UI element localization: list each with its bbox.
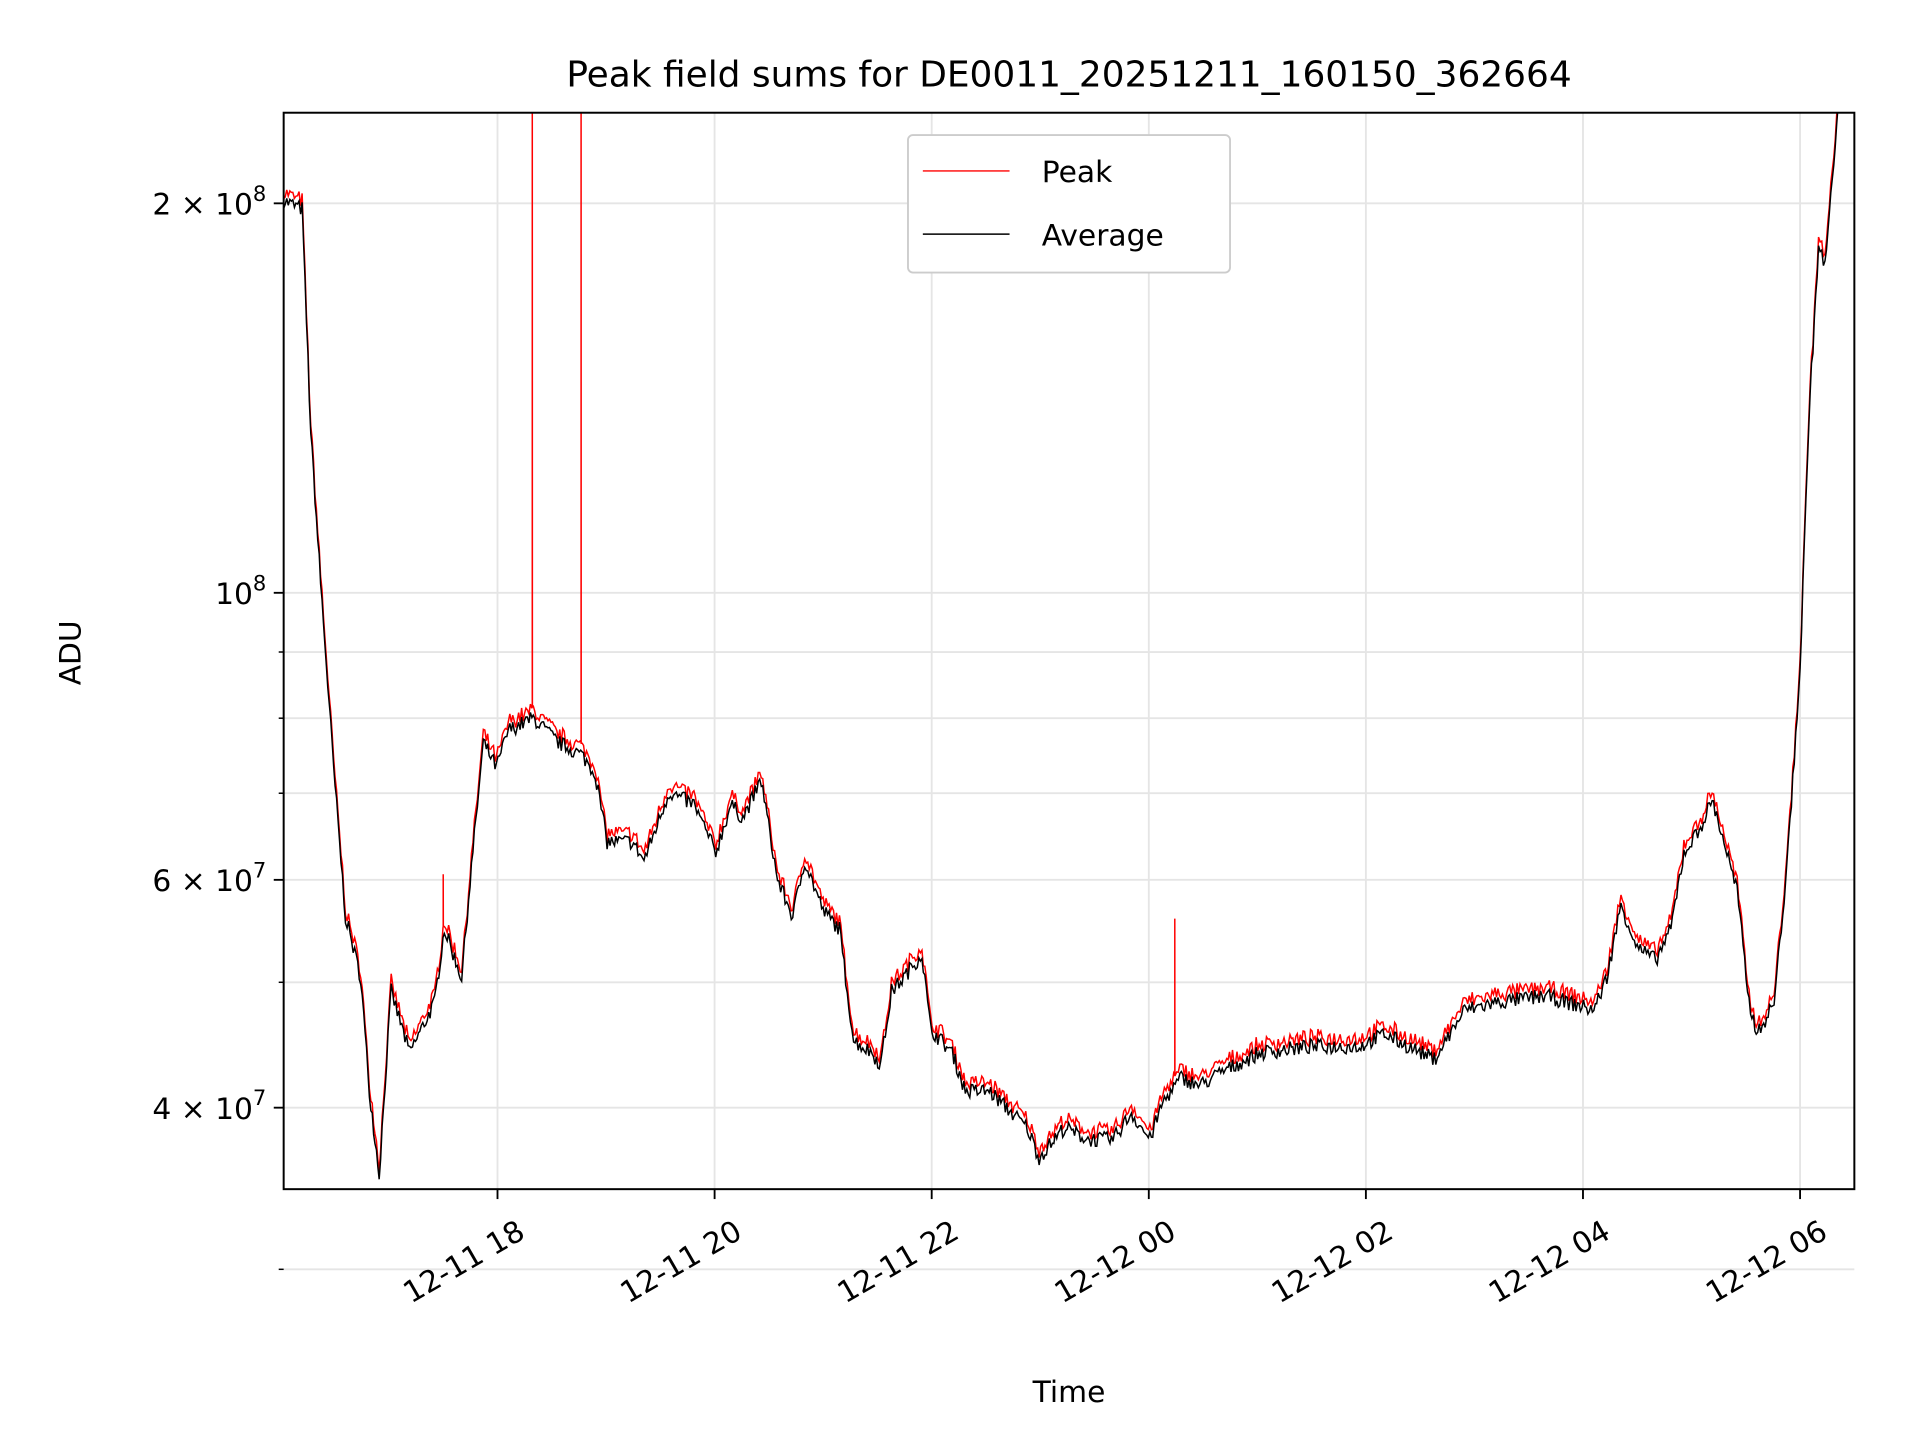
x-tick-label: 12-12 00: [1049, 1214, 1182, 1311]
plot-frame: [282, 111, 1856, 1191]
series-peak-line: [283, 112, 1838, 1171]
x-tick-label: 12-11 22: [832, 1214, 965, 1311]
grid: [283, 112, 1855, 1271]
x-tick-label: 12-12 06: [1700, 1214, 1833, 1311]
x-tick-label: 12-11 18: [398, 1214, 531, 1311]
legend: Peak Average: [907, 134, 1231, 274]
x-axis-label: Time: [1032, 1375, 1106, 1410]
x-tick-label: 12-11 20: [615, 1214, 748, 1311]
y-tick-label: 108: [215, 570, 266, 612]
chart-title: Peak field sums for DE0011_20251211_1601…: [566, 55, 1571, 96]
y-tick-label: 6 × 107: [152, 857, 266, 899]
legend-peak-label: Peak: [1042, 155, 1113, 190]
x-tick-label: 12-12 02: [1266, 1214, 1399, 1311]
y-axis-label: ADU: [54, 620, 89, 685]
series-average-line: [283, 112, 1839, 1180]
legend-average-label: Average: [1042, 218, 1164, 253]
axis-ticks: 12-11 18 12-11 20 12-11 22 12-12 00 12-12 02…: [152, 181, 1833, 1311]
y-tick-label: 2 × 108: [152, 181, 266, 223]
x-tick-label: 12-12 04: [1483, 1214, 1616, 1311]
y-tick-label: 4 × 107: [152, 1085, 266, 1127]
